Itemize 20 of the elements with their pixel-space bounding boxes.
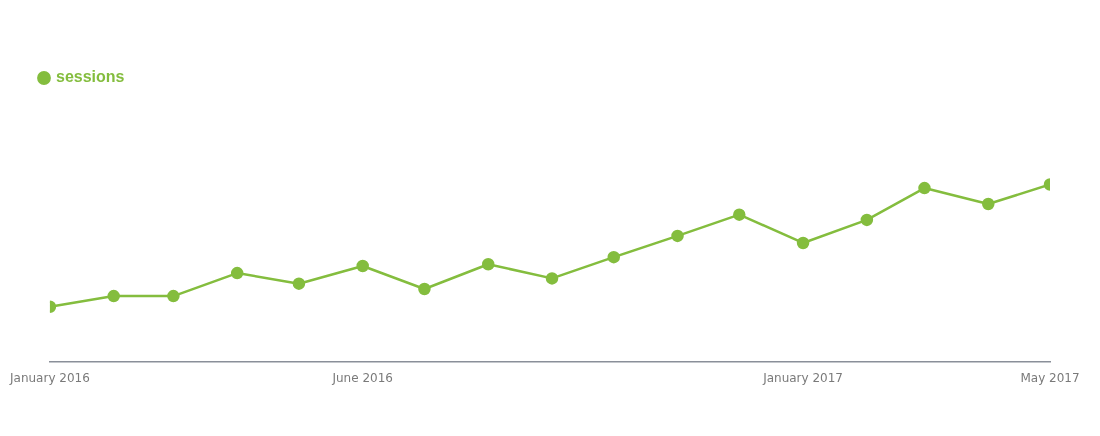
point: [982, 197, 995, 211]
point: [230, 266, 244, 280]
x-tick-label: January 2017: [762, 370, 843, 385]
point: [671, 229, 684, 243]
x-tick-label: June 2016: [331, 370, 393, 385]
point: [607, 250, 620, 264]
point: [292, 277, 306, 290]
point: [545, 272, 559, 285]
point: [796, 236, 810, 250]
point: [418, 282, 431, 296]
x-tick-label: January 2016: [8, 370, 90, 385]
point: [356, 259, 369, 273]
point: [733, 208, 746, 221]
point: [167, 289, 180, 303]
point: [918, 181, 931, 195]
x-tick-label: May 2017: [1020, 370, 1080, 385]
point: [107, 289, 120, 303]
legend-label: sessions: [56, 68, 125, 86]
point: [481, 257, 495, 271]
point: [860, 213, 874, 227]
